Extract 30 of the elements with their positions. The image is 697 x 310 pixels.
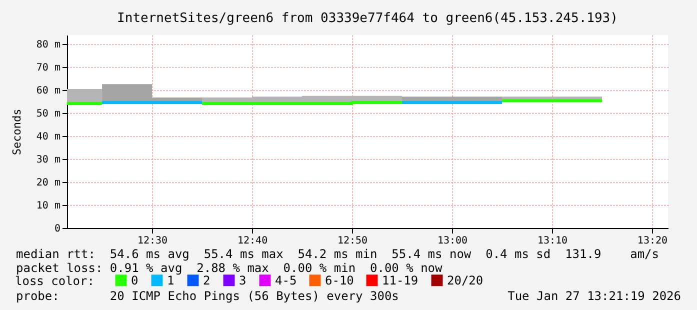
y-tick-label: 50 m bbox=[36, 108, 60, 120]
legend-label: 4-5 bbox=[275, 273, 297, 288]
legend-label: 20/20 bbox=[447, 273, 484, 288]
legend-label: 1 bbox=[167, 273, 174, 288]
text: packet loss: 0.91 % avg 2.88 % max 0.00 % min 0.00 % now bbox=[16, 261, 442, 275]
legend-label: 6-10 bbox=[325, 273, 354, 288]
legend-label: 3 bbox=[239, 273, 246, 288]
text: Tue Jan 27 13:21:19 2026 bbox=[508, 289, 681, 303]
y-tick-label: 80 m bbox=[36, 40, 60, 51]
legend-label: 2 bbox=[203, 273, 210, 288]
y-tick-label: 70 m bbox=[36, 62, 60, 74]
x-tick-label: 12:50 bbox=[337, 236, 368, 246]
y-tick-label: 10 m bbox=[36, 200, 60, 212]
legend-title: loss color: bbox=[15, 274, 94, 288]
y-tick-label: 60 m bbox=[36, 86, 60, 97]
x-tick-label: 12:40 bbox=[237, 236, 268, 246]
text: median rtt: 54.6 ms avg 55.4 ms max 54.2 ms min 55.4 ms now 0.4 ms sd 131.9 am/s bbox=[16, 247, 659, 261]
chart-title: InternetSites/green6 from 03339e77f464 to green6(45.153.245.193) bbox=[117, 11, 618, 26]
x-tick-label: 13:20 bbox=[637, 236, 668, 246]
y-axis-title: Seconds bbox=[10, 108, 24, 156]
x-tick-label: 12:30 bbox=[137, 236, 168, 246]
y-tick-label: 20 m bbox=[36, 178, 60, 189]
y-tick-label: 0 bbox=[54, 224, 60, 234]
y-tick-label: 30 m bbox=[36, 154, 60, 166]
x-tick-label: 13:00 bbox=[437, 236, 468, 246]
x-tick-label: 13:10 bbox=[537, 236, 568, 246]
y-tick-label: 40 m bbox=[36, 132, 60, 143]
legend-label: 11-19 bbox=[382, 273, 418, 288]
legend-label: 0 bbox=[131, 273, 138, 288]
text: probe: 20 ICMP Echo Pings (56 Bytes) every 300s bbox=[16, 289, 399, 303]
